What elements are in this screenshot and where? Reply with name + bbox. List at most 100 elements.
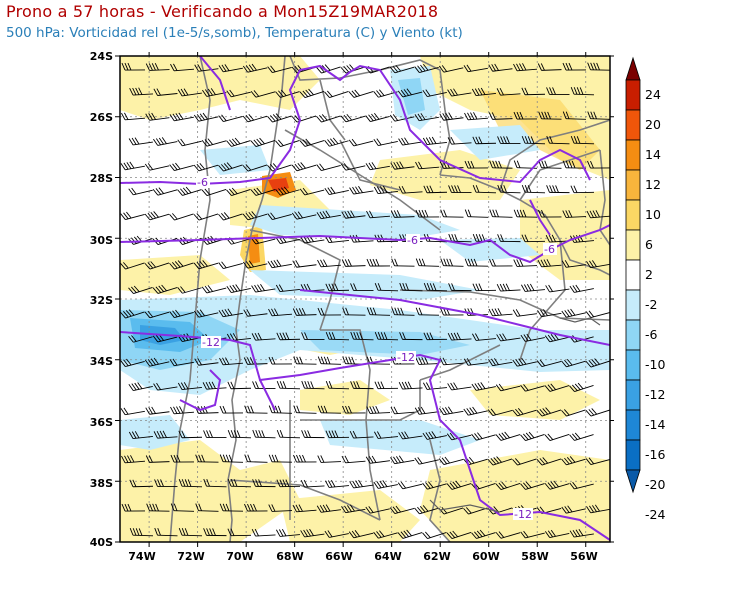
wind-barb xyxy=(536,457,562,466)
wind-barb xyxy=(219,503,244,512)
colorbar-swatch xyxy=(625,199,641,231)
wind-barb xyxy=(438,456,464,465)
wind-barb xyxy=(324,137,349,147)
colorbar-label: -24 xyxy=(645,507,665,522)
wind-barb xyxy=(520,384,545,392)
wind-barb xyxy=(316,114,341,123)
wind-barb xyxy=(300,479,325,488)
colorbar-bottom-arrow xyxy=(625,469,641,494)
colorbar-label: 6 xyxy=(645,237,653,252)
wind-barb xyxy=(585,408,610,417)
colorbar-swatch xyxy=(625,319,641,351)
wind-barb xyxy=(276,332,301,341)
wind-barb xyxy=(365,506,390,514)
wind-barb xyxy=(252,429,276,439)
wind-barb xyxy=(193,112,219,122)
wind-barb xyxy=(538,160,562,169)
wind-barb xyxy=(348,530,374,539)
wind-barb xyxy=(399,282,423,292)
wind-barb xyxy=(586,260,610,269)
wind-barb xyxy=(219,357,244,366)
wind-barb xyxy=(129,479,154,488)
colorbar-label: -10 xyxy=(645,357,665,372)
coastline xyxy=(429,317,601,513)
wind-barb xyxy=(153,382,178,391)
wind-barb xyxy=(488,358,513,367)
wind-barb xyxy=(489,160,513,169)
wind-barb xyxy=(242,164,268,172)
colorbar-top-arrow xyxy=(625,56,641,81)
wind-barb xyxy=(242,260,268,269)
colorbar-swatch xyxy=(625,379,641,411)
wind-barb xyxy=(244,405,268,414)
lon-label: 60W xyxy=(472,550,499,563)
wind-barb xyxy=(439,406,464,416)
wind-barb xyxy=(561,505,586,514)
wind-barb xyxy=(144,211,170,221)
wind-barb xyxy=(489,258,513,267)
wind-barb xyxy=(350,381,374,390)
colorbar-swatch xyxy=(625,289,641,321)
wind-barb xyxy=(341,210,366,219)
wind-barb xyxy=(251,283,276,293)
wind-barb xyxy=(292,260,317,268)
wind-barb xyxy=(570,135,595,145)
wind-barb xyxy=(440,209,464,218)
colorbar-label: 20 xyxy=(645,117,661,132)
wind-barb xyxy=(497,184,521,194)
wind-barb xyxy=(439,112,464,121)
wind-barb xyxy=(487,456,513,466)
wind-barb xyxy=(495,481,521,491)
wind-barb xyxy=(422,531,447,539)
map-title: Prono a 57 horas - Verificando a Mon15Z1… xyxy=(6,2,439,21)
wind-barb xyxy=(513,209,538,218)
wind-barb xyxy=(414,113,439,122)
wind-barb xyxy=(268,356,293,365)
wind-barb xyxy=(464,209,489,218)
colorbar-swatch xyxy=(625,229,641,261)
wind-barb xyxy=(128,431,153,440)
wind-barb xyxy=(496,333,521,342)
wind-barb xyxy=(154,527,178,537)
wind-barb xyxy=(415,161,440,170)
wind-barb xyxy=(373,431,398,439)
wind-barb xyxy=(145,112,170,121)
wind-barb xyxy=(389,64,415,74)
wind-barb xyxy=(520,481,545,490)
wind-barb xyxy=(398,185,423,194)
wind-barb xyxy=(414,457,439,465)
wind-barb xyxy=(586,504,610,514)
wind-barb xyxy=(317,455,342,463)
lat-label: 34S xyxy=(90,355,113,368)
wind-barb xyxy=(397,88,423,98)
political-borders xyxy=(169,56,610,542)
wind-barb xyxy=(341,504,366,514)
wind-barb xyxy=(301,332,325,341)
wind-barb xyxy=(495,431,521,441)
wind-barb xyxy=(399,332,423,341)
lat-label: 28S xyxy=(90,172,113,185)
colorbar-labels: 24 20 14 12 10 6 2 -2 -6 -10 -12 -14 -16… xyxy=(645,87,665,522)
wind-barb xyxy=(349,185,374,195)
wind-barb xyxy=(544,433,570,442)
map-subtitle: 500 hPa: Vorticidad rel (1e-5/s,somb), T… xyxy=(6,25,463,41)
wind-barb xyxy=(299,138,325,147)
wind-barb xyxy=(389,505,415,514)
temperature-contours xyxy=(120,56,610,541)
wind-barb xyxy=(121,62,146,71)
temperature-contour-labels: -6 -6 -6 -12 -12 -12 xyxy=(196,176,557,521)
wind-barb xyxy=(154,479,178,488)
wind-barb xyxy=(128,137,153,146)
colorbar-label: 24 xyxy=(645,87,661,102)
wind-barb xyxy=(169,260,194,270)
wind-barb xyxy=(447,332,472,341)
wind-barb xyxy=(520,530,545,539)
wind-barb xyxy=(128,285,153,295)
wind-barb xyxy=(569,432,594,441)
wind-barb xyxy=(153,430,178,439)
wind-barb xyxy=(340,113,366,123)
wind-barb xyxy=(586,210,610,219)
wind-barb xyxy=(250,90,276,98)
wind-barb xyxy=(169,213,194,221)
wind-barb xyxy=(177,88,202,97)
